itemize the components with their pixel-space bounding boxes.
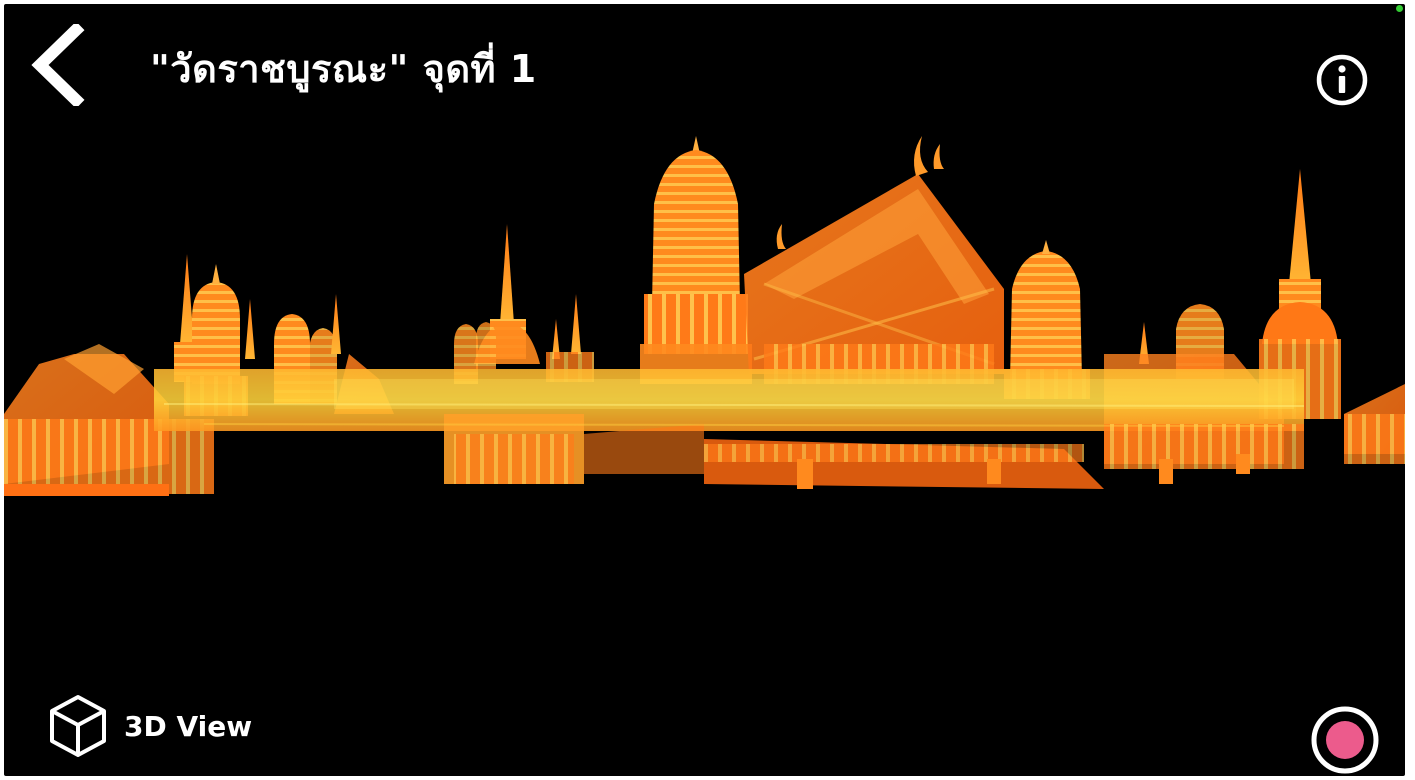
info-icon [1316,54,1368,106]
ar-viewport[interactable]: "วัดราชบูรณะ" จุดที่ 1 [4,4,1405,776]
status-indicator [1396,5,1403,12]
info-button[interactable] [1314,52,1370,108]
back-button[interactable] [26,21,94,109]
temple-3d-model[interactable] [4,114,1405,514]
record-icon [1311,706,1379,774]
cube-icon [50,695,106,757]
view-mode-toggle[interactable]: 3D View [48,690,252,762]
page-title: "วัดราชบูรณะ" จุดที่ 1 [150,47,537,91]
record-button[interactable] [1309,704,1381,776]
view-mode-label: 3D View [124,709,253,743]
chevron-left-icon [31,21,85,109]
